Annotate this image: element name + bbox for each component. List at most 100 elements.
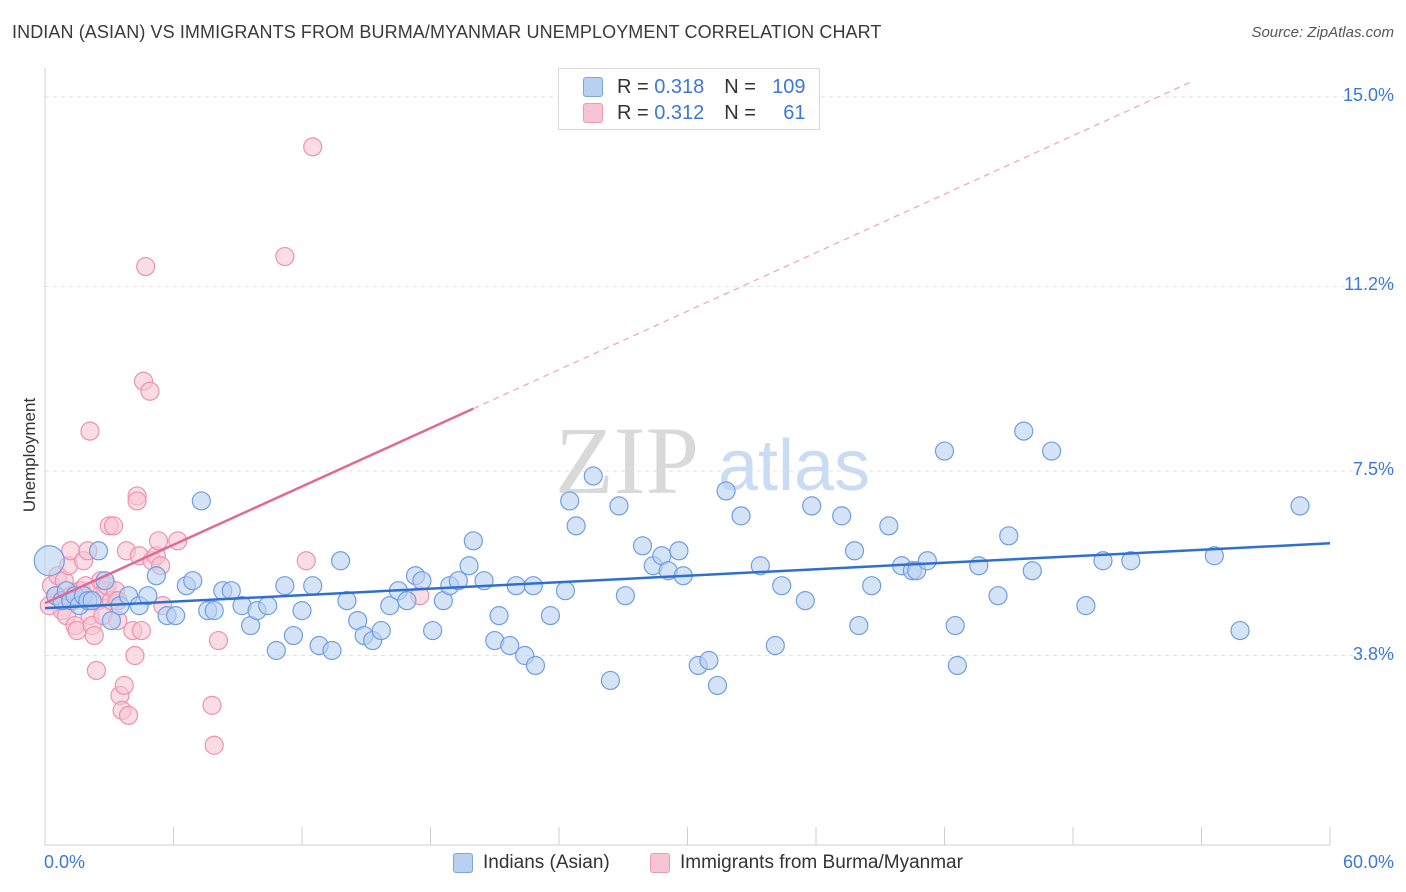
point-indians bbox=[917, 551, 937, 571]
point-indians bbox=[1041, 441, 1062, 461]
point-indians bbox=[397, 591, 417, 611]
n-value-indians: 109 bbox=[772, 75, 806, 98]
point-indians bbox=[731, 506, 751, 526]
point-burma bbox=[127, 491, 147, 511]
point-indians bbox=[583, 466, 603, 486]
y-tick-label: 7.5% bbox=[1352, 459, 1394, 479]
x-tick-label-max: 60.0% bbox=[1342, 852, 1394, 872]
source-label: Source: ZipAtlas.com bbox=[1251, 24, 1394, 41]
point-burma bbox=[86, 660, 107, 681]
legend-swatch-burma bbox=[583, 103, 603, 123]
point-indians bbox=[303, 576, 323, 596]
point-indians bbox=[330, 551, 351, 571]
point-indians bbox=[489, 606, 509, 626]
point-indians bbox=[632, 536, 653, 556]
point-indians bbox=[609, 496, 629, 516]
point-indians bbox=[707, 675, 728, 696]
watermark: ZIP atlas bbox=[555, 407, 870, 514]
point-indians bbox=[772, 576, 792, 596]
point-indians bbox=[600, 670, 621, 691]
x-tick-label-min: 0.0% bbox=[44, 852, 86, 872]
legend-swatch-indians bbox=[453, 853, 473, 873]
point-indians bbox=[795, 591, 815, 611]
point-burma bbox=[80, 421, 100, 441]
point-indians bbox=[146, 566, 166, 586]
r-label: R = bbox=[617, 101, 649, 124]
point-indians bbox=[566, 516, 586, 536]
point-burma bbox=[114, 675, 134, 696]
chart-title: INDIAN (ASIAN) VS IMMIGRANTS FROM BURMA/… bbox=[12, 22, 882, 42]
point-burma bbox=[296, 551, 316, 571]
stats-legend: R = 0.318 N = 109 R = 0.312 N = 61 bbox=[558, 68, 820, 130]
point-indians bbox=[88, 541, 109, 561]
legend-swatch-burma bbox=[650, 853, 670, 873]
n-value-burma: 61 bbox=[783, 101, 806, 124]
y-tick-label: 11.2% bbox=[1344, 274, 1394, 295]
point-indians bbox=[934, 441, 955, 461]
gridlines bbox=[45, 96, 1392, 657]
trendlines bbox=[44, 81, 1331, 610]
point-indians bbox=[945, 615, 965, 636]
point-burma bbox=[275, 246, 295, 267]
point-indians bbox=[292, 601, 312, 621]
point-indians bbox=[138, 586, 158, 606]
point-indians bbox=[669, 541, 689, 561]
point-indians bbox=[412, 571, 432, 591]
point-indians bbox=[716, 481, 736, 501]
trendline-indians bbox=[44, 542, 1331, 610]
point-burma bbox=[208, 630, 229, 651]
point-indians bbox=[999, 526, 1019, 546]
point-indians bbox=[371, 620, 391, 641]
point-indians bbox=[423, 620, 443, 641]
point-burma bbox=[131, 620, 151, 641]
point-indians bbox=[540, 606, 561, 626]
point-indians bbox=[1076, 596, 1096, 616]
point-burma bbox=[84, 625, 104, 646]
point-indians bbox=[947, 655, 967, 676]
point-indians bbox=[1014, 421, 1034, 441]
point-burma bbox=[202, 695, 222, 715]
point-burma bbox=[136, 256, 156, 277]
point-indians bbox=[221, 581, 241, 601]
legend-item-burma[interactable]: Immigrants from Burma/Myanmar bbox=[650, 852, 963, 874]
stats-legend-row-indians: R = 0.318 N = 109 bbox=[583, 75, 806, 99]
point-burma bbox=[140, 381, 160, 401]
point-indians bbox=[1204, 546, 1224, 566]
stats-legend-row-burma: R = 0.312 N = 61 bbox=[583, 101, 806, 125]
point-indians bbox=[1022, 561, 1042, 581]
legend-item-indians[interactable]: Indians (Asian) bbox=[453, 852, 610, 874]
point-indians bbox=[525, 655, 546, 676]
point-indians bbox=[266, 640, 286, 661]
y-tick-label: 3.8% bbox=[1352, 643, 1394, 664]
point-indians bbox=[849, 615, 869, 636]
point-burma bbox=[103, 516, 124, 536]
point-indians bbox=[699, 650, 719, 671]
y-axis-label: Unemployment bbox=[20, 397, 39, 513]
trendline-burma-extension bbox=[473, 81, 1192, 410]
legend-swatch-indians bbox=[583, 77, 603, 97]
point-indians bbox=[832, 506, 852, 526]
point-indians bbox=[459, 556, 479, 576]
n-label: N = bbox=[724, 75, 756, 98]
point-burma bbox=[204, 735, 224, 755]
trendline-burma bbox=[44, 407, 474, 605]
point-indians bbox=[523, 576, 543, 596]
point-indians bbox=[166, 606, 186, 626]
point-indians bbox=[1121, 551, 1141, 571]
point-indians bbox=[33, 545, 65, 577]
point-burma bbox=[303, 137, 323, 157]
watermark-atlas: atlas bbox=[718, 426, 870, 506]
point-indians bbox=[988, 586, 1008, 606]
point-indians bbox=[750, 556, 770, 576]
point-burma bbox=[125, 645, 145, 666]
point-indians bbox=[322, 640, 342, 661]
point-indians bbox=[555, 581, 576, 601]
point-indians bbox=[448, 571, 468, 591]
point-indians bbox=[862, 576, 882, 596]
point-indians bbox=[844, 541, 865, 561]
axes bbox=[44, 68, 1331, 846]
point-indians bbox=[101, 610, 121, 631]
point-indians bbox=[258, 596, 278, 616]
series-indians-points bbox=[33, 421, 1310, 696]
